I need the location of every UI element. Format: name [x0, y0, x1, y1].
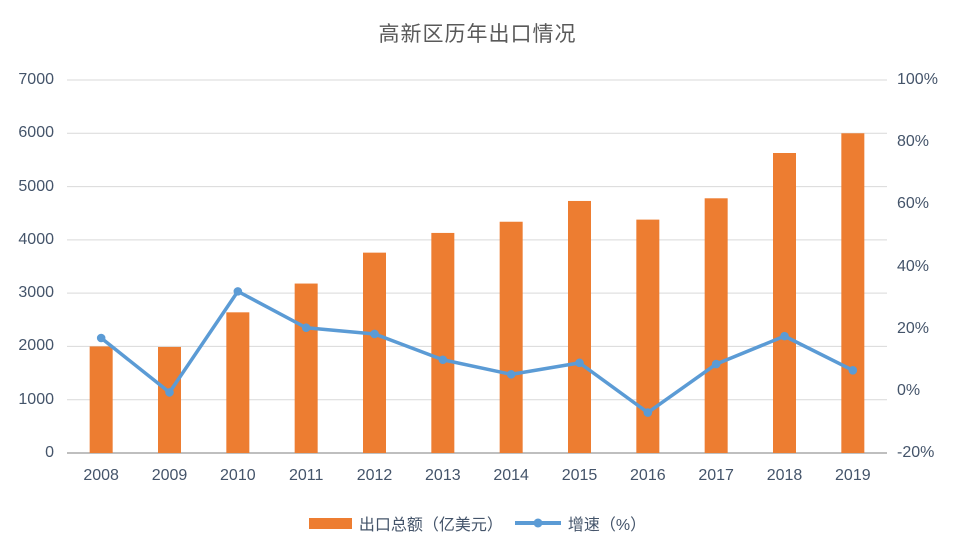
right-axis-tick: 80% — [897, 133, 930, 151]
line-marker-icon — [533, 518, 543, 528]
marker-2018 — [780, 331, 789, 341]
chart-title: 高新区历年出口情况 — [378, 22, 577, 46]
category-label: 2017 — [698, 467, 734, 484]
right-axis-tick: 20% — [897, 319, 930, 337]
bar-2012 — [363, 252, 386, 453]
legend-item-growth: 增速（%） — [514, 511, 647, 535]
category-label: 2014 — [493, 467, 529, 484]
marker-2012 — [370, 329, 379, 339]
bar-2014 — [499, 221, 523, 453]
bar-series-swatch — [308, 517, 352, 529]
right-axis-tick: 40% — [897, 257, 930, 275]
bar-2010 — [226, 312, 250, 453]
left-axis-tick: 3000 — [18, 284, 54, 302]
category-label: 2010 — [220, 467, 256, 484]
right-axis-tick: 60% — [897, 195, 930, 213]
category-label: 2015 — [561, 467, 598, 484]
bar-2011 — [294, 283, 318, 453]
bar-2015 — [568, 200, 591, 453]
left-axis-tick: 7000 — [18, 71, 54, 88]
legend-line-label: 增速（%） — [567, 517, 647, 534]
legend-bar-label: 出口总额（亿美元） — [358, 517, 503, 534]
marker-2008 — [96, 333, 106, 343]
marker-2014 — [506, 370, 516, 379]
category-label: 2013 — [425, 467, 461, 484]
marker-2016 — [643, 408, 653, 417]
legend: 出口总额（亿美元） 增速（%） — [0, 512, 955, 534]
line-series-swatch — [514, 518, 561, 528]
bar-2009 — [158, 346, 181, 453]
legend-item-exports: 出口总额（亿美元） — [308, 511, 503, 535]
category-label: 2016 — [630, 467, 666, 484]
growth-line — [99, 289, 855, 415]
bar-2016 — [636, 219, 660, 453]
right-axis-tick: 0% — [897, 381, 921, 399]
category-label: 2019 — [835, 467, 871, 484]
marker-2013 — [438, 355, 448, 365]
left-axis-tick: 2000 — [18, 337, 54, 355]
bar-2013 — [431, 232, 455, 453]
left-axis-tick: 4000 — [18, 230, 54, 248]
left-axis-tick: 0 — [45, 444, 54, 461]
bar-2019 — [841, 133, 865, 454]
category-label: 2008 — [83, 467, 119, 484]
category-label: 2012 — [356, 467, 393, 484]
marker-2010 — [233, 287, 243, 296]
right-axis-tick: 100% — [897, 71, 938, 88]
marker-2009 — [165, 388, 174, 397]
marker-2017 — [711, 359, 721, 369]
marker-2011 — [301, 323, 311, 333]
category-label: 2018 — [766, 467, 803, 484]
bar-2008 — [89, 346, 113, 453]
right-axis-tick: -20% — [897, 444, 935, 461]
marker-2019 — [848, 366, 858, 375]
left-axis-tick: 5000 — [18, 177, 54, 195]
bar-2017 — [704, 198, 728, 453]
left-axis-tick: 1000 — [18, 390, 54, 408]
bar-2018 — [773, 153, 796, 453]
category-label: 2009 — [151, 467, 188, 484]
category-label: 2011 — [288, 467, 324, 484]
left-axis-tick: 6000 — [18, 124, 54, 142]
marker-2015 — [575, 358, 584, 368]
